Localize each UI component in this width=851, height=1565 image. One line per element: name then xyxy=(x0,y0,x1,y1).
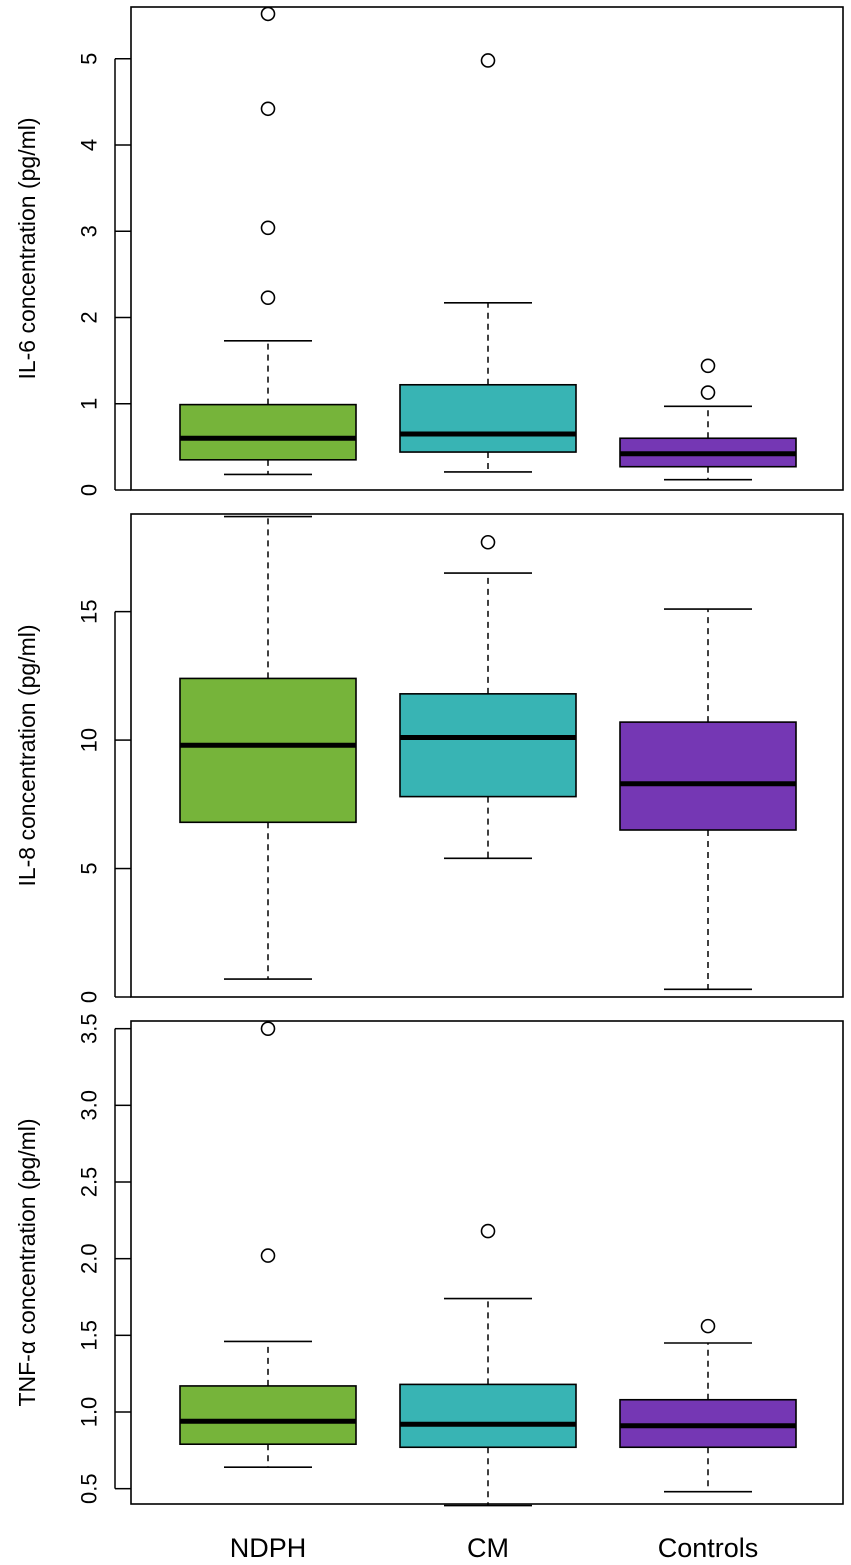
tnf-alpha-outlier-point-ndph xyxy=(260,1248,276,1263)
x-axis-category-labels: NDPH CM Controls xyxy=(230,1533,759,1563)
tnf-alpha-box-cm xyxy=(399,1223,577,1507)
il6-y-axis-label: IL-6 concentration (pg/ml) xyxy=(14,117,40,379)
tnf-alpha-y-tick-label: 0.5 xyxy=(77,1473,102,1504)
il6-y-tick-label: 4 xyxy=(77,139,102,151)
il8-box-ndph xyxy=(179,515,357,980)
il6-y-tick-label: 2 xyxy=(77,311,102,323)
il8-box-controls xyxy=(619,608,797,991)
il6-outlier-point-ndph xyxy=(260,290,276,305)
il6-iqr-box-ndph xyxy=(179,403,357,461)
il8-y-axis-label: IL-8 concentration (pg/ml) xyxy=(14,624,40,886)
il8-iqr-box-ndph xyxy=(179,677,357,824)
il8-panel: 0 5 10 15 IL-8 concentration (pg/ml) xyxy=(14,513,844,1003)
il8-iqr-box-controls xyxy=(619,721,797,831)
il8-box-cm xyxy=(399,534,577,860)
il6-y-tick-label: 1 xyxy=(77,398,102,410)
il6-y-tick-label: 3 xyxy=(77,225,102,237)
tnf-alpha-box-ndph xyxy=(179,1021,357,1468)
il8-y-tick-label: 10 xyxy=(77,728,102,752)
tnf-alpha-box-controls xyxy=(619,1318,797,1493)
il8-plot-frame xyxy=(130,513,844,998)
tnf-alpha-y-tick-label: 1.0 xyxy=(77,1397,102,1428)
il6-box-ndph xyxy=(179,6,357,476)
il6-y-tick-label: 5 xyxy=(77,53,102,65)
il6-panel: 0 1 2 3 4 5 IL-6 concentration (pg/ml) xyxy=(14,6,844,496)
tnf-alpha-panel: 0.5 1.0 1.5 2.0 2.5 3.0 3.5 TNF-α concentration… xyxy=(14,1013,844,1507)
il6-outlier-point-ndph xyxy=(260,101,276,117)
il6-outlier-point-controls xyxy=(700,358,716,374)
il6-box-cm xyxy=(399,53,577,473)
tnf-alpha-outlier-point-ndph xyxy=(260,1021,276,1036)
tnf-alpha-outlier-point-cm xyxy=(480,1223,496,1239)
il6-plot-frame xyxy=(130,6,844,491)
il6-iqr-box-cm xyxy=(399,383,577,453)
x-category-label-controls: Controls xyxy=(658,1533,759,1563)
il6-outlier-point-ndph xyxy=(260,6,276,22)
tnf-alpha-y-tick-label: 2.0 xyxy=(77,1243,102,1274)
il6-outlier-point-controls xyxy=(700,385,716,400)
il6-y-tick-label: 0 xyxy=(77,484,102,496)
x-category-label-cm: CM xyxy=(467,1533,509,1563)
tnf-alpha-iqr-box-cm xyxy=(399,1383,577,1449)
il8-y-tick-label: 5 xyxy=(77,862,102,874)
il6-outlier-point-cm xyxy=(480,53,496,68)
tnf-alpha-plot-frame xyxy=(130,1020,844,1505)
il6-box-controls xyxy=(619,358,797,481)
il8-iqr-box-cm xyxy=(399,693,577,798)
il8-y-tick-label: 15 xyxy=(77,599,102,623)
tnf-alpha-y-tick-label: 2.5 xyxy=(77,1167,102,1198)
tnf-alpha-y-tick-label: 3.0 xyxy=(77,1090,102,1121)
tnf-alpha-y-tick-label: 1.5 xyxy=(77,1320,102,1351)
tnf-alpha-y-tick-label: 3.5 xyxy=(77,1013,102,1044)
il8-y-tick-label: 0 xyxy=(77,991,102,1003)
il8-outlier-point-cm xyxy=(480,534,496,550)
tnf-alpha-iqr-box-ndph xyxy=(179,1385,357,1446)
tnf-alpha-y-axis-label: TNF-α concentration (pg/ml) xyxy=(14,1118,40,1406)
tnf-alpha-outlier-point-controls xyxy=(700,1318,716,1334)
x-category-label-ndph: NDPH xyxy=(230,1533,307,1563)
il6-outlier-point-ndph xyxy=(260,220,276,236)
